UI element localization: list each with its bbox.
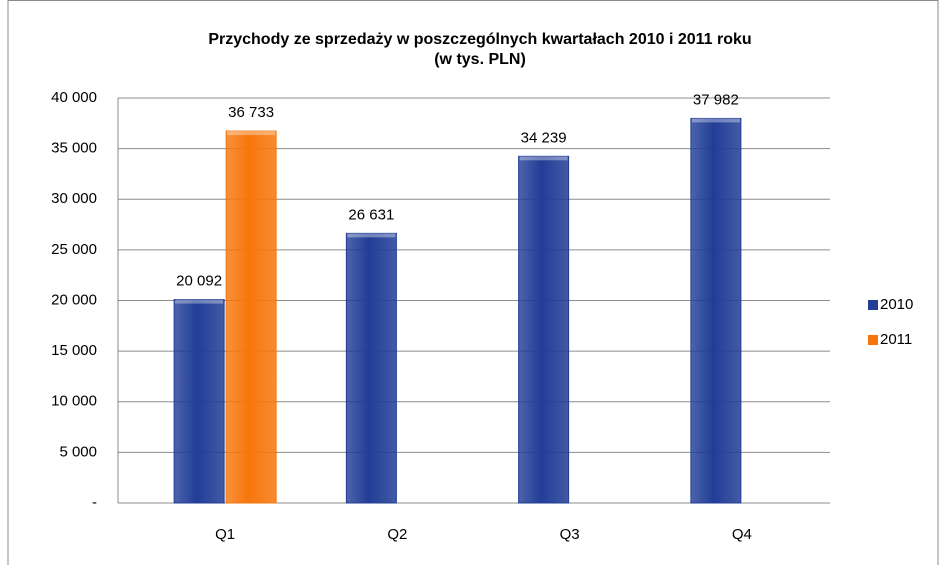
bar-cap [347, 233, 396, 238]
y-tick-label: 25 000 [51, 241, 97, 258]
data-label: 34 239 [521, 129, 567, 146]
legend-label: 2010 [880, 296, 913, 313]
bar [345, 232, 397, 504]
x-tick-label: Q4 [732, 526, 752, 543]
y-tick-label: 15 000 [51, 342, 97, 359]
data-label: 37 982 [693, 91, 739, 108]
y-tick-label: 5 000 [59, 443, 97, 460]
x-tick-label: Q3 [560, 526, 580, 543]
data-label: 36 733 [228, 104, 274, 121]
y-tick-label: 20 000 [51, 291, 97, 308]
y-tick-label: 30 000 [51, 190, 97, 207]
data-label: 20 092 [176, 273, 222, 290]
chart-frame [7, 0, 939, 565]
bar-cap [175, 299, 224, 304]
x-tick-label: Q1 [215, 526, 235, 543]
chart-subtitle: (w tys. PLN) [434, 51, 526, 68]
y-tick-label: 40 000 [51, 89, 97, 106]
y-tick-label: 35 000 [51, 140, 97, 157]
data-label: 26 631 [348, 206, 394, 223]
y-tick-label: 10 000 [51, 393, 97, 410]
chart-title: Przychody ze sprzedaży w poszczególnych … [208, 31, 751, 48]
bar-cap [227, 131, 276, 136]
bar [225, 130, 277, 504]
bar [518, 155, 570, 504]
bar [173, 299, 225, 504]
legend-swatch [868, 300, 878, 310]
bar [690, 117, 742, 504]
y-tick-label: - [92, 494, 97, 511]
legend-swatch [868, 335, 878, 345]
x-tick-label: Q2 [387, 526, 407, 543]
legend-label: 2011 [880, 331, 912, 348]
bar-cap [691, 118, 740, 123]
bar-cap [519, 156, 568, 161]
